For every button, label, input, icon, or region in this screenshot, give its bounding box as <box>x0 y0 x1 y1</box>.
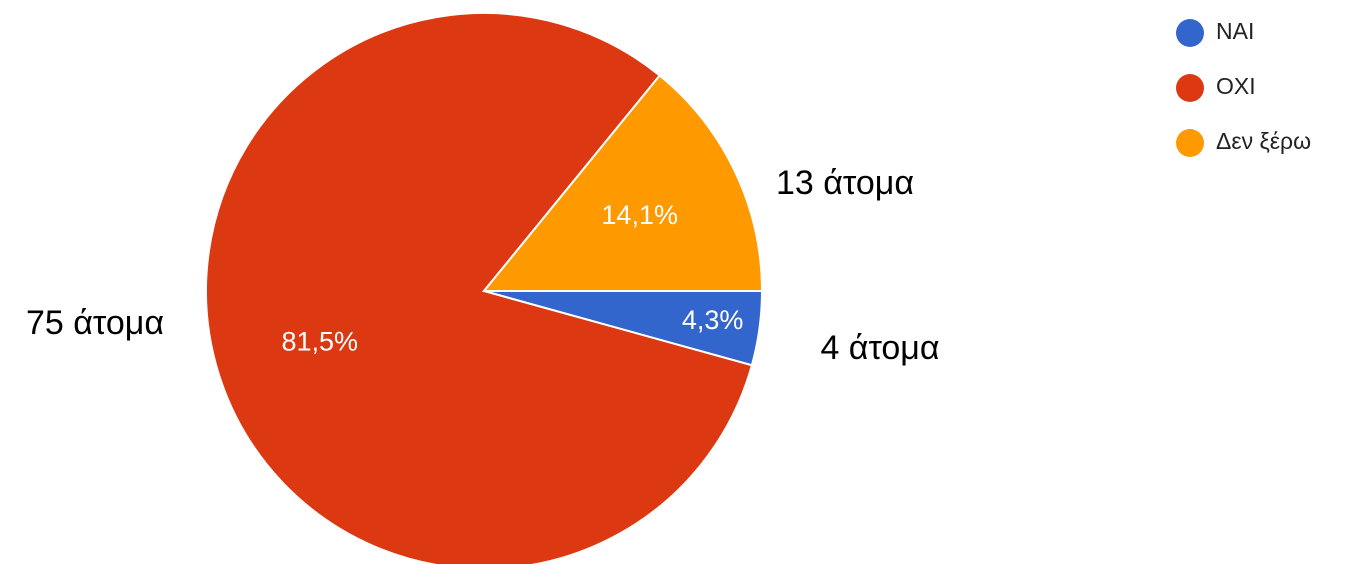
legend-swatch <box>1176 19 1204 47</box>
annotation: 13 άτομα <box>776 164 914 202</box>
legend-label: ΟΧΙ <box>1216 73 1256 99</box>
slice-label: 14,1% <box>601 200 678 230</box>
legend-swatch <box>1176 74 1204 102</box>
annotation: 4 άτομα <box>820 329 939 367</box>
legend-label: Δεν ξέρω <box>1216 128 1311 154</box>
pie-slice <box>205 12 754 564</box>
annotation: 75 άτομα <box>26 304 164 342</box>
pie-slice <box>481 74 764 292</box>
slice-label: 81,5% <box>281 326 358 356</box>
slice-label: 4,3% <box>682 305 744 335</box>
legend-label: ΝΑΙ <box>1216 18 1254 44</box>
legend-swatch <box>1176 129 1204 157</box>
